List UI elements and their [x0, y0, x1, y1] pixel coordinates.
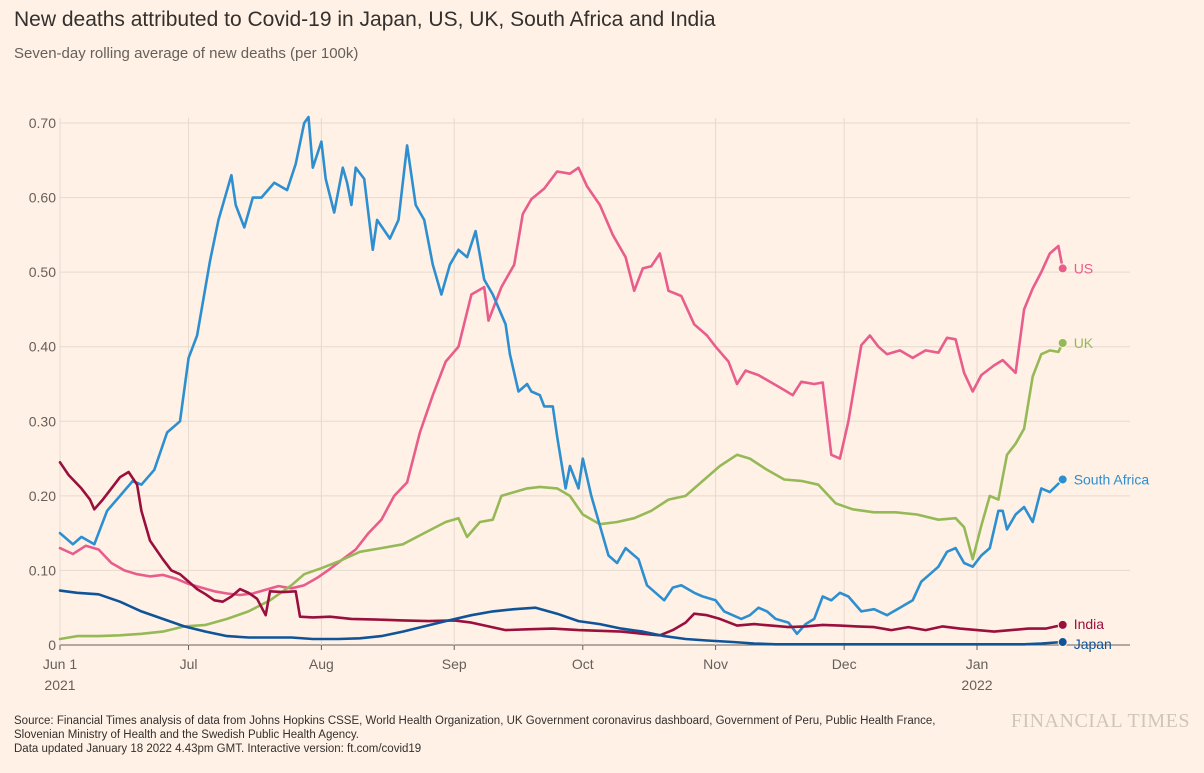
series-line-us: [58, 166, 1064, 597]
series-label-india: India: [1074, 616, 1105, 632]
x-tick-label: Oct: [572, 656, 594, 672]
y-tick-label: 0.10: [29, 562, 56, 578]
series-end-marker: [1057, 263, 1068, 274]
brand-logo: FINANCIAL TIMES: [1010, 710, 1190, 732]
y-tick-label: 0.60: [29, 190, 56, 206]
y-tick-label: 0.20: [29, 488, 56, 504]
x-tick-label: Jan: [966, 656, 989, 672]
series-line-south-africa: [58, 115, 1064, 636]
y-tick-label: 0.30: [29, 413, 56, 429]
y-tick-label: 0.50: [29, 264, 56, 280]
chart-subtitle: Seven-day rolling average of new deaths …: [14, 45, 359, 62]
series-line-uk: [58, 341, 1064, 641]
chart-title: New deaths attributed to Covid-19 in Jap…: [14, 8, 716, 31]
series-end-labels: US UK South Africa India Japan: [1057, 260, 1150, 652]
chart-area: 0 0.10 0.20 0.30 0.40 0.50 0.60 0.70 Jun 1 2021 Ju…: [29, 115, 1150, 693]
x-tick-label: Jun 1: [43, 656, 77, 672]
source-line: Data updated January 18 2022 4.43pm GMT.…: [14, 743, 422, 755]
series-label-us: US: [1074, 260, 1093, 276]
x-tick-year-label: 2022: [961, 677, 992, 693]
series-label-south-africa: South Africa: [1074, 471, 1150, 487]
y-tick-label: 0.40: [29, 339, 56, 355]
x-tick-label: Aug: [309, 656, 334, 672]
series-label-uk: UK: [1074, 335, 1094, 351]
series-end-marker: [1057, 637, 1068, 648]
series-line-japan: [58, 589, 1064, 646]
series-lines: [58, 115, 1064, 646]
series-label-japan: Japan: [1074, 636, 1112, 652]
x-tick-year-label: 2021: [44, 677, 75, 693]
source-line: Source: Financial Times analysis of data…: [14, 715, 936, 727]
source-note: Source: Financial Times analysis of data…: [14, 714, 974, 756]
axis-labels: 0 0.10 0.20 0.30 0.40 0.50 0.60 0.70 Jun 1 2021 Ju…: [29, 115, 993, 693]
series-end-marker: [1057, 619, 1068, 630]
x-tick-label: Dec: [832, 656, 857, 672]
gridlines: [59, 118, 1130, 650]
series-end-marker: [1057, 474, 1068, 485]
source-line: Slovenian Ministry of Health and the Swe…: [14, 729, 359, 741]
series-end-marker: [1057, 337, 1068, 348]
x-tick-label: Jul: [180, 656, 198, 672]
x-tick-label: Nov: [703, 656, 728, 672]
y-tick-label: 0: [48, 637, 56, 653]
x-tick-label: Sep: [442, 656, 467, 672]
series-line-india: [58, 461, 1064, 637]
y-tick-label: 0.70: [29, 115, 56, 131]
